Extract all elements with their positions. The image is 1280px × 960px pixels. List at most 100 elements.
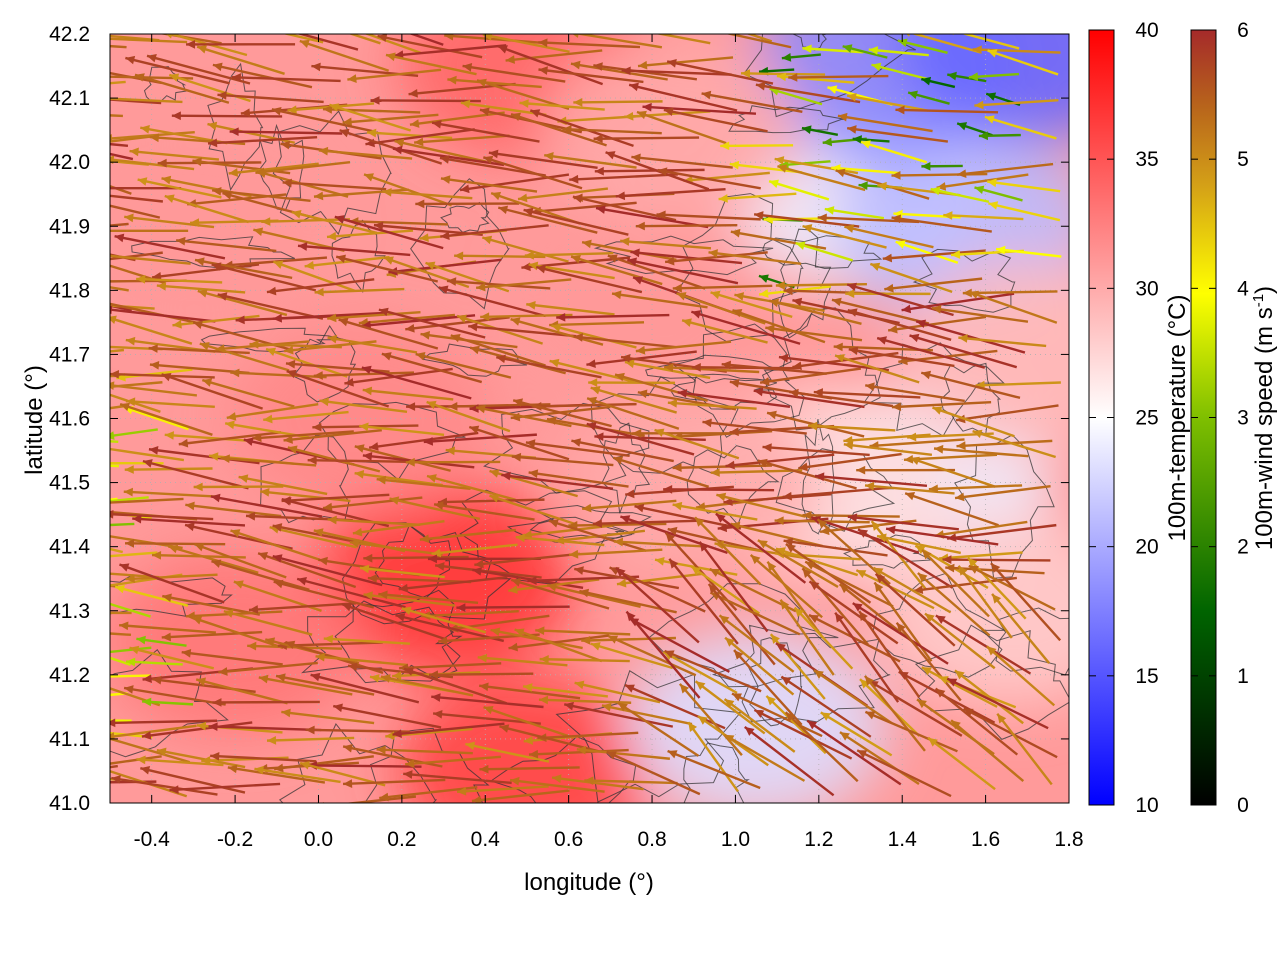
wind-arrow [716, 492, 806, 518]
wind-arrow [359, 422, 445, 437]
wind-arrow-shaft-528 [613, 540, 707, 548]
wind-arrow [725, 34, 792, 49]
wind-arrow-shaft-755 [169, 782, 281, 792]
wind-arrow-shaft-356 [848, 348, 955, 368]
wind-arrow-shaft-107 [562, 127, 662, 135]
wind-arrow-shaft-245 [194, 258, 293, 280]
wind-arrow [382, 187, 473, 200]
wind-arrow-shaft-485 [185, 503, 282, 518]
wind-arrow-head-308 [284, 345, 294, 355]
wind-arrow [272, 311, 386, 323]
wind-arrow-shaft-400 [359, 424, 445, 437]
wind-arrow [777, 164, 866, 192]
wind-arrow-head-578 [273, 579, 284, 589]
wind-arrow [476, 278, 572, 292]
wind-arrow-head-371 [361, 365, 372, 375]
wind-arrow-head-285 [526, 300, 536, 310]
wind-arrow-head-141 [729, 160, 740, 170]
wind-arrow-head-139 [631, 153, 641, 163]
wind-arrow-head-209 [988, 201, 999, 210]
wind-arrow-shaft-145 [860, 140, 928, 164]
wind-colorbar-label: 100m-wind speed (m s-1) [1250, 286, 1278, 550]
wind-arrow-shaft-689 [986, 645, 1056, 707]
wind-arrow [753, 387, 865, 409]
wind-arrow [522, 683, 608, 698]
wind-arrow-head-99 [329, 103, 340, 112]
wind-arrow [620, 237, 712, 250]
wind-arrow-head-446 [856, 465, 866, 475]
wind-arrow-head-54 [788, 73, 798, 82]
wind-arrow-head-562 [757, 540, 768, 549]
wind-arrow [462, 62, 566, 83]
wind-arrow-shaft-579 [296, 577, 406, 609]
wind-arrow-head-279 [327, 313, 337, 323]
wind-arrow [171, 111, 283, 121]
wind-arrow [201, 378, 295, 408]
wind-arrow-head-671 [381, 674, 391, 683]
wind-arrow-shaft-560 [694, 516, 762, 586]
wind-arrow-head-454 [142, 459, 153, 468]
wind-arrow [178, 431, 282, 448]
wind-arrow-head-383 [753, 387, 764, 397]
wind-arrow-shaft-244 [156, 284, 246, 294]
wind-arrow [906, 34, 981, 54]
wind-arrow-shaft-495 [522, 524, 614, 537]
wind-arrow-shaft-652 [779, 599, 835, 676]
wind-arrow-head-70 [342, 117, 352, 127]
wind-arrow [110, 71, 162, 85]
wind-arrow-head-548 [272, 554, 283, 563]
wind-arrow-head-432 [405, 457, 415, 467]
wind-arrow [936, 173, 1029, 191]
wind-arrow-head-567 [915, 545, 926, 554]
wind-arrow-head-129 [318, 146, 329, 156]
wind-arrow-shaft-19 [637, 56, 734, 68]
wind-arrow-shaft-479 [954, 485, 1051, 500]
wind-arrow-head-635 [181, 648, 192, 658]
wind-arrow [509, 776, 605, 793]
wind-arrow-head-184 [164, 194, 175, 203]
wind-arrow-head-92 [110, 134, 113, 143]
wind-arrow-head-645 [514, 628, 525, 637]
wind-arrow-shaft-1 [110, 34, 160, 42]
wind-arrow [110, 222, 129, 227]
wind-arrow [217, 91, 324, 104]
wind-arrow [110, 135, 151, 143]
wind-arrow-head-379 [637, 389, 648, 399]
wind-arrow [814, 472, 928, 487]
wind-arrow [729, 160, 803, 174]
wind-arrow [775, 547, 859, 577]
wind-arrow-head-309 [327, 334, 338, 344]
wind-arrow [380, 674, 474, 697]
wind-arrow-shaft-604 [161, 630, 263, 639]
wind-arrow-head-682 [770, 634, 780, 644]
wind-arrow-head-303 [125, 336, 136, 346]
wind-arrow [806, 719, 902, 786]
wind-arrow-shaft-529 [619, 515, 728, 554]
wind-arrow [304, 255, 390, 270]
wind-arrow-shaft-352 [721, 363, 827, 375]
wind-arrow [359, 564, 445, 579]
wind-arrow-shaft-20 [745, 34, 773, 43]
wind-arrow [931, 304, 1029, 323]
plot-area [110, 34, 1069, 803]
wind-arrow [681, 318, 768, 344]
y-tick-label-7: 41.7 [49, 343, 90, 366]
wind-arrow-head-119 [984, 115, 995, 124]
wind-arrow [538, 38, 641, 49]
wind-arrow [523, 207, 629, 236]
wind-arrow-head-172 [769, 179, 779, 188]
wind-arrow [376, 475, 471, 491]
wind-arrow-shaft-718 [954, 669, 1024, 725]
wind-arrow-shaft-189 [326, 229, 414, 239]
wind-arrow [574, 680, 661, 704]
wind-arrow [630, 248, 743, 265]
wind-arrow-shaft-539 [942, 558, 1051, 562]
wind-arrow-head-701 [385, 731, 395, 740]
wind-arrow-head-357 [877, 336, 887, 345]
wind-arrow [847, 513, 959, 531]
wind-arrow-shaft-81 [701, 92, 803, 113]
wind-arrow-head-349 [621, 354, 631, 363]
wind-arrow-shaft-741 [723, 698, 796, 753]
contour-40 [912, 248, 1016, 313]
wind-arrow-head-310 [338, 317, 349, 327]
